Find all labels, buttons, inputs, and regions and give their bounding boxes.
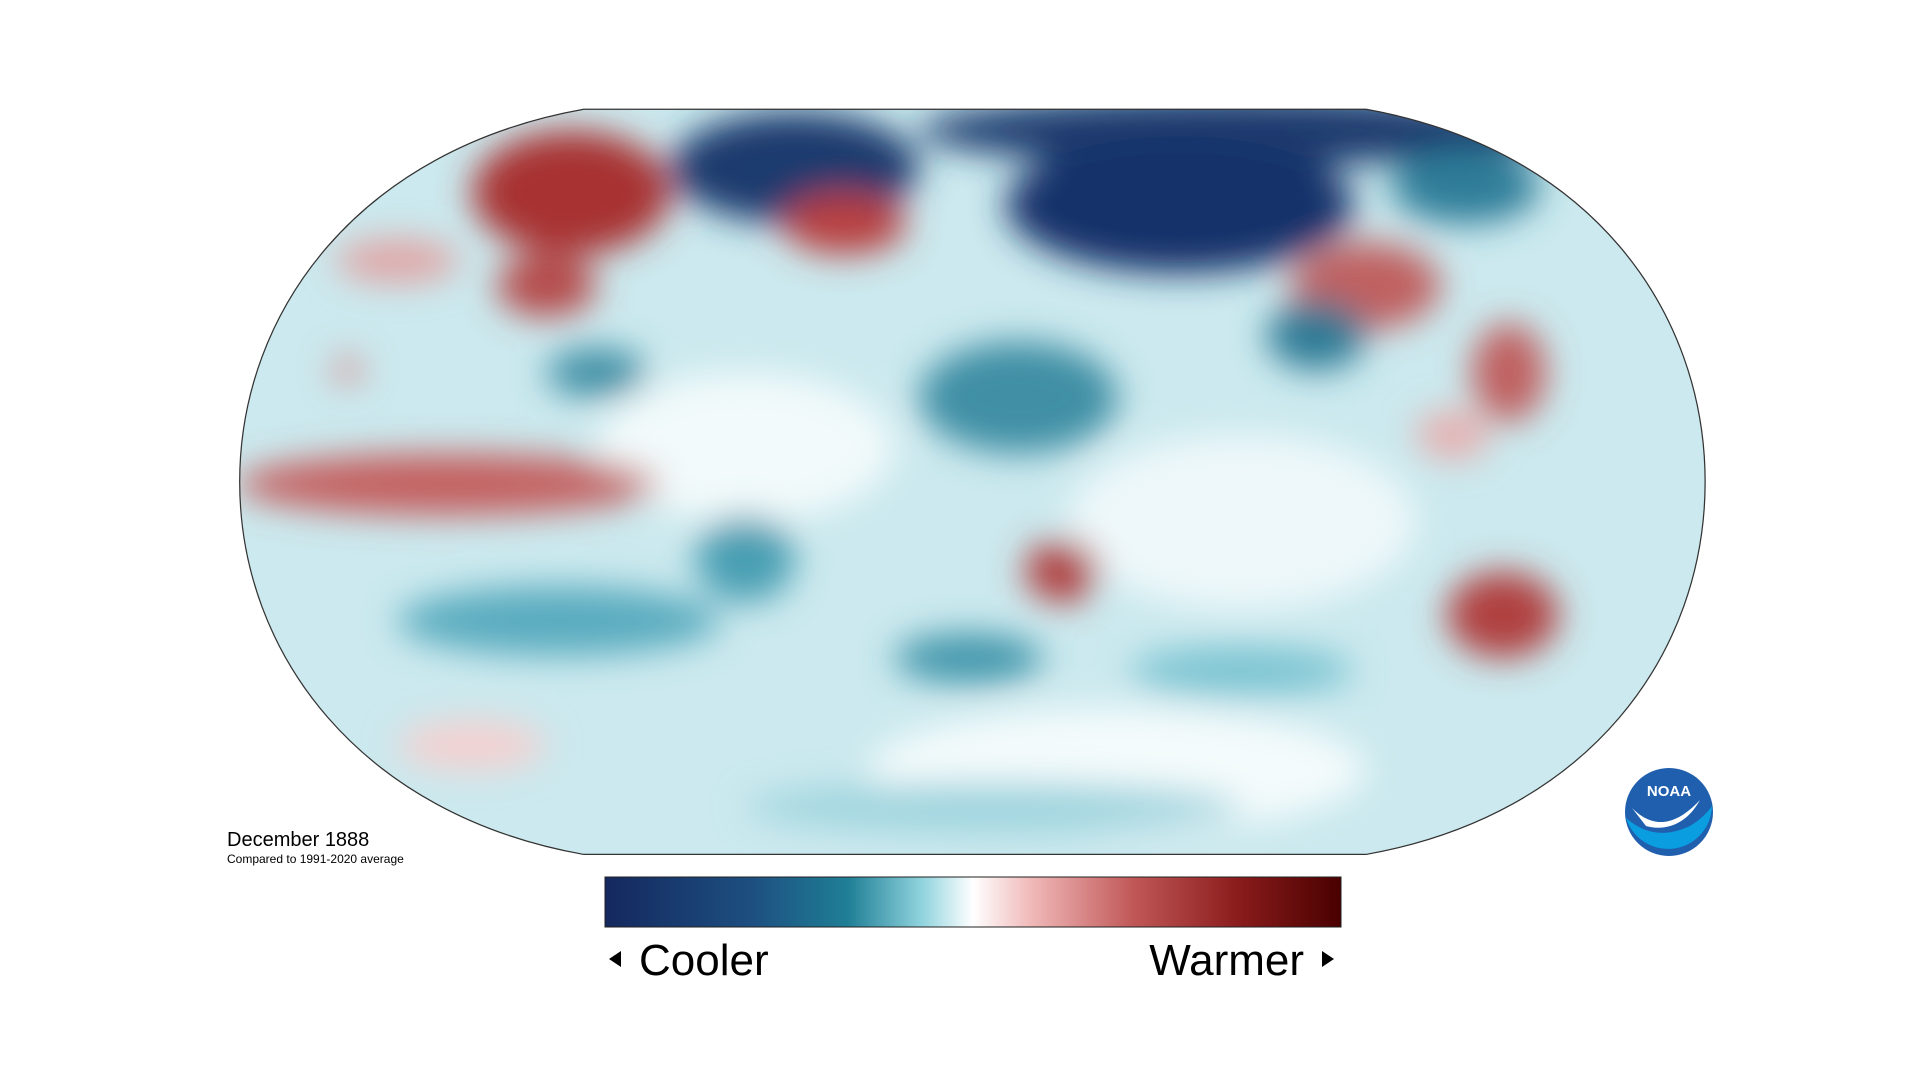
arrow-left	[609, 951, 621, 967]
map-outline	[239, 108, 1706, 856]
map-subtitle: Compared to 1991-2020 average	[227, 852, 404, 866]
anomaly-map	[239, 108, 1706, 856]
map-title: December 1888	[227, 829, 369, 851]
legend-high: Warmer	[1149, 936, 1304, 985]
logo-text: NOAA	[1647, 783, 1691, 800]
legend-low: Cooler	[639, 936, 769, 985]
arrow-right	[1322, 951, 1334, 967]
noaa-logo: NOAA	[1625, 768, 1713, 856]
color-bar	[604, 876, 1342, 928]
